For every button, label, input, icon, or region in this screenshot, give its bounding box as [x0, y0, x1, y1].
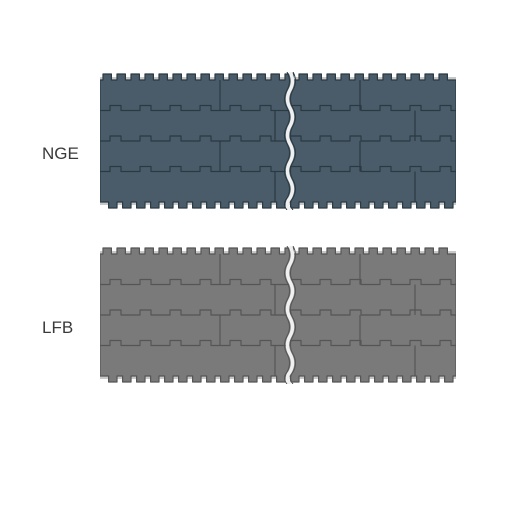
label-nge: NGE: [42, 144, 79, 164]
belt-nge: [100, 72, 456, 210]
belt-lfb: [100, 246, 456, 384]
label-lfb: LFB: [42, 318, 73, 338]
